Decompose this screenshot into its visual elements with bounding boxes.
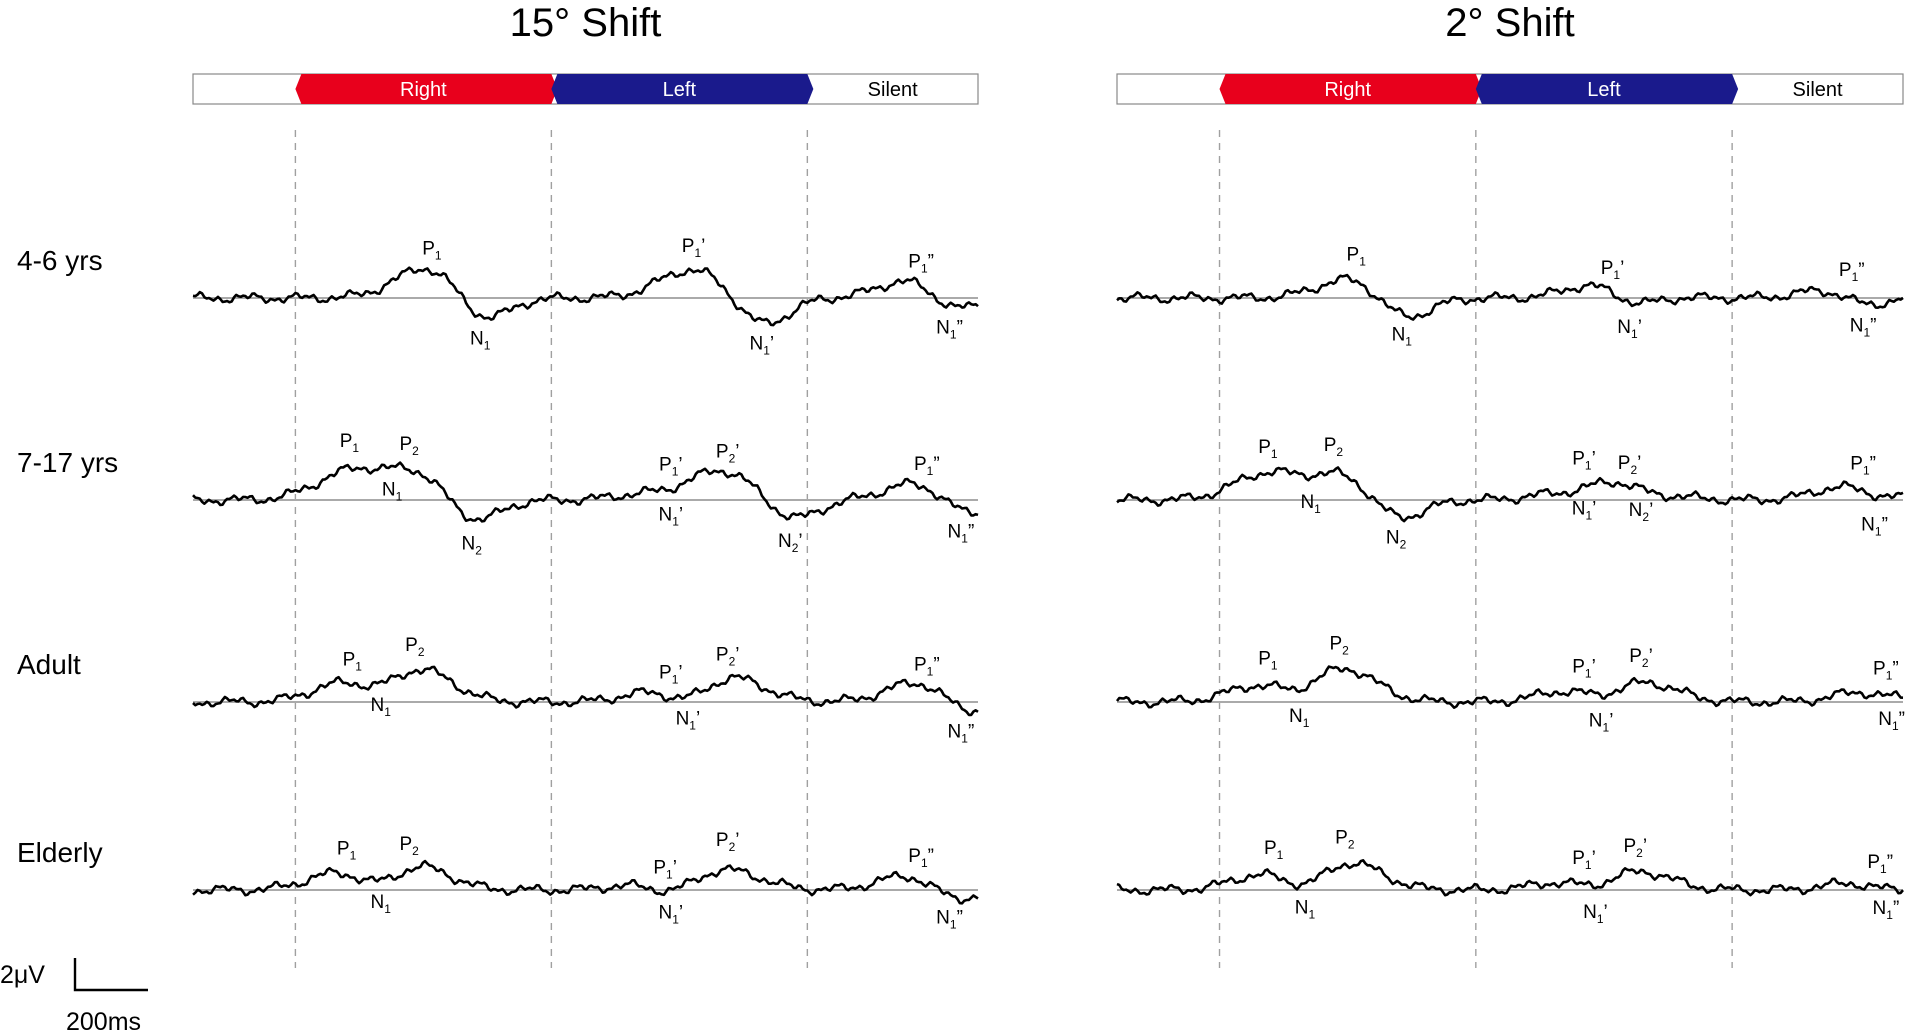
component-label: P1 [340, 431, 360, 455]
component-label: P2’ [716, 441, 740, 465]
row-label: Adult [17, 649, 81, 680]
component-label: P1 [343, 649, 363, 673]
component-label: P1’ [1572, 657, 1596, 681]
component-label: P1’ [1572, 848, 1596, 872]
component-label: N1” [1850, 316, 1877, 340]
component-label: P2 [1324, 435, 1344, 459]
component-label: N2’ [778, 531, 803, 555]
component-label: N1” [936, 317, 963, 341]
row-label: 7-17 yrs [17, 447, 118, 478]
component-label: P1 [1264, 838, 1284, 862]
stimulus-label: Right [400, 79, 447, 101]
component-label: N1” [1861, 514, 1888, 538]
component-label: P1’ [1601, 258, 1625, 282]
component-label: N2 [1386, 528, 1407, 552]
component-label: N2 [462, 534, 483, 558]
erp-waveform [192, 859, 979, 905]
component-label: N1 [470, 329, 491, 353]
row-label: 4-6 yrs [17, 245, 103, 276]
stimulus-label: Silent [1793, 79, 1843, 101]
component-label: N1 [1289, 706, 1310, 730]
erp-waveform [192, 461, 979, 523]
component-label: N1’ [1589, 710, 1614, 734]
scale-voltage: 2μV [0, 961, 45, 989]
scale-bar: 2μV 200ms [0, 958, 148, 1036]
stimulus-segment [295, 74, 558, 104]
erp-waveform [192, 266, 979, 327]
component-label: P1’ [682, 236, 706, 260]
component-label: N1’ [750, 334, 775, 358]
component-label: P2’ [1623, 836, 1647, 860]
component-label: P1 [337, 838, 357, 862]
component-label: P1 [1347, 245, 1367, 269]
component-label: N1” [1873, 898, 1900, 922]
erp-waveform [1116, 859, 1904, 897]
component-label: P1” [908, 251, 934, 275]
component-label: N1’ [1617, 317, 1642, 341]
component-label: N1’ [1583, 902, 1608, 926]
component-label: P1 [1258, 437, 1278, 461]
stimulus-label: Left [1587, 79, 1621, 101]
component-label: P1 [422, 239, 442, 263]
component-label: P1” [1867, 852, 1893, 876]
component-label: P1” [1873, 658, 1899, 682]
panel: 2° Shift Right Left Silent P1 N1 P1’ N1’ P1” N1” P… [1115, 1, 1905, 968]
stimulus-label: Left [663, 79, 697, 101]
erp-waveform [192, 665, 979, 717]
component-label: N1’ [676, 709, 701, 733]
component-label: N1 [382, 480, 403, 504]
component-label: N1 [1392, 325, 1413, 349]
panel-title: 15° Shift [510, 1, 662, 45]
scale-bar-lines [73, 958, 148, 992]
component-label: P1” [1839, 260, 1865, 284]
component-label: N1 [1295, 897, 1316, 921]
component-label: P1’ [653, 857, 677, 881]
stimulus-segment [1219, 74, 1482, 104]
component-label: N2’ [1629, 500, 1654, 524]
row-label: Elderly [17, 837, 103, 868]
component-label: N1” [936, 908, 963, 932]
component-label: P2 [1329, 634, 1349, 658]
component-label: P1’ [1572, 448, 1596, 472]
stimulus-label: Right [1324, 79, 1371, 101]
erp-waveform [1116, 273, 1904, 321]
component-label: P2 [399, 834, 419, 858]
stimulus-label: Silent [868, 79, 918, 101]
component-label: P2 [405, 635, 425, 659]
component-label: P2 [1335, 828, 1355, 852]
component-label: N1 [1300, 492, 1321, 516]
component-label: P1” [914, 654, 940, 678]
component-label: N1 [371, 892, 392, 916]
component-label: P1’ [659, 663, 683, 687]
component-label: P2 [399, 434, 419, 458]
component-label: P2’ [1618, 453, 1642, 477]
component-label: P1 [1258, 649, 1278, 673]
component-label: P2’ [1629, 646, 1653, 670]
component-label: P1” [914, 454, 940, 478]
component-label: N1” [948, 722, 975, 746]
component-label: P1” [908, 846, 934, 870]
component-label: P2’ [716, 645, 740, 669]
component-label: N1” [1878, 709, 1905, 733]
panel: 15° Shift Right Left Silent P1 N1 P1’ N1’ P1” N1”… [192, 1, 979, 968]
component-label: P1” [1850, 453, 1876, 477]
panel-title: 2° Shift [1445, 1, 1574, 45]
component-label: P2’ [716, 830, 740, 854]
component-label: N1” [948, 522, 975, 546]
component-label: N1 [371, 695, 392, 719]
component-label: N1’ [658, 504, 683, 528]
stimulus-segment [1475, 74, 1739, 104]
component-label: N1’ [658, 902, 683, 926]
scale-time: 200ms [66, 1008, 141, 1036]
erp-waveform [1115, 665, 1904, 709]
component-label: N1’ [1572, 498, 1597, 522]
erp-waveform [1116, 466, 1904, 523]
component-label: P1’ [659, 454, 683, 478]
stimulus-segment [551, 74, 814, 104]
